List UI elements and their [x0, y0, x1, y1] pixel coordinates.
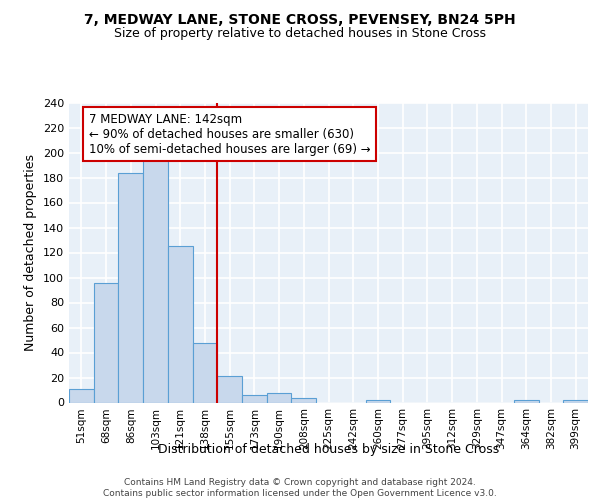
- Text: Distribution of detached houses by size in Stone Cross: Distribution of detached houses by size …: [158, 442, 499, 456]
- Bar: [118, 172, 143, 402]
- Bar: [94, 282, 118, 403]
- Bar: [143, 152, 168, 402]
- Text: 7 MEDWAY LANE: 142sqm
← 90% of detached houses are smaller (630)
10% of semi-det: 7 MEDWAY LANE: 142sqm ← 90% of detached …: [89, 112, 370, 156]
- Bar: [168, 246, 193, 402]
- Bar: [69, 389, 94, 402]
- Bar: [193, 342, 217, 402]
- Bar: [514, 400, 539, 402]
- Bar: [292, 398, 316, 402]
- Bar: [365, 400, 390, 402]
- Y-axis label: Number of detached properties: Number of detached properties: [25, 154, 37, 351]
- Bar: [242, 395, 267, 402]
- Text: Contains HM Land Registry data © Crown copyright and database right 2024.
Contai: Contains HM Land Registry data © Crown c…: [103, 478, 497, 498]
- Text: 7, MEDWAY LANE, STONE CROSS, PEVENSEY, BN24 5PH: 7, MEDWAY LANE, STONE CROSS, PEVENSEY, B…: [84, 12, 516, 26]
- Bar: [267, 392, 292, 402]
- Bar: [563, 400, 588, 402]
- Bar: [217, 376, 242, 402]
- Text: Size of property relative to detached houses in Stone Cross: Size of property relative to detached ho…: [114, 28, 486, 40]
